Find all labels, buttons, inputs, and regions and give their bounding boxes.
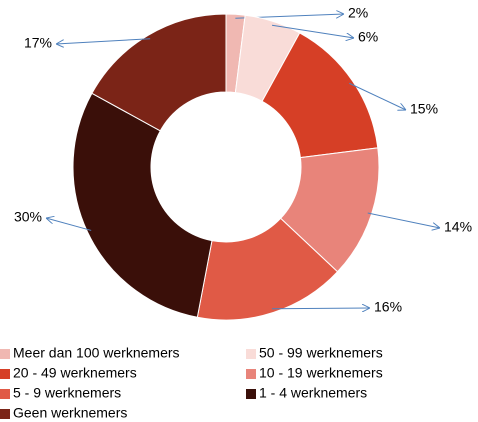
legend-label: 5 - 9 werknemers	[13, 385, 121, 401]
leader-line	[46, 218, 92, 231]
leader-line	[349, 82, 406, 110]
legend-label: Meer dan 100 werknemers	[13, 345, 180, 361]
data-label: 16%	[374, 299, 402, 315]
data-label: 30%	[14, 209, 42, 225]
leader-line	[272, 308, 370, 309]
legend-swatch	[0, 409, 10, 419]
leader-line	[271, 24, 354, 38]
legend-label: Geen werknemers	[13, 405, 127, 421]
data-label: 14%	[444, 219, 472, 235]
leader-line	[56, 38, 151, 44]
legend-swatch	[246, 349, 256, 359]
legend-label: 1 - 4 werknemers	[259, 385, 367, 401]
legend-label: 50 - 99 werknemers	[259, 345, 383, 361]
legend-swatch	[0, 349, 10, 359]
legend-swatch	[0, 369, 10, 379]
legend-label: 10 - 19 werknemers	[259, 365, 383, 381]
data-label: 15%	[410, 101, 438, 117]
legend-swatch	[246, 369, 256, 379]
legend-swatch	[246, 389, 256, 399]
legend-swatch	[0, 389, 10, 399]
leader-line	[367, 212, 440, 228]
donut-slice	[91, 13, 227, 132]
donut-slice	[72, 92, 213, 318]
data-label: 2%	[348, 5, 368, 21]
data-label: 6%	[358, 29, 378, 45]
legend-label: 20 - 49 werknemers	[13, 365, 137, 381]
data-label: 17%	[24, 35, 52, 51]
